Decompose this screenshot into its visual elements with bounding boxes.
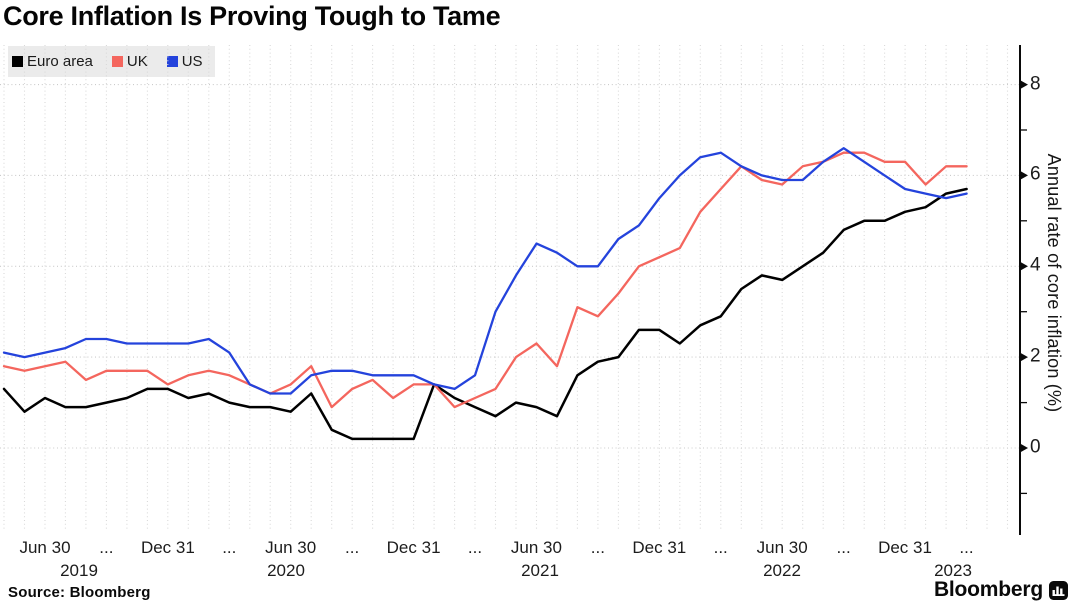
y-axis-tick-label: 4 [1030, 255, 1041, 277]
x-axis-year-label: 2022 [763, 561, 801, 580]
legend-label-uk: UK [126, 53, 148, 70]
x-axis-tick-label: ... [467, 538, 483, 557]
series-line-euro-area [2, 187, 968, 441]
bloomberg-logo-text: Bloomberg [933, 578, 1043, 601]
legend: Euro area UK US [8, 46, 215, 77]
source-note: Source: Bloomberg [8, 584, 151, 601]
legend-swatch-uk [111, 56, 123, 67]
y-axis-tick-label: 2 [1030, 345, 1041, 367]
x-axis-tick-label: Jun 30 [510, 538, 562, 557]
x-axis-tick-label: ... [590, 538, 605, 557]
legend-item-euro-area: Euro area [12, 53, 93, 70]
x-axis-year-label: 2019 [60, 561, 98, 580]
legend-label-euro-area: Euro area [27, 53, 93, 70]
x-axis-tick-label: Jun 30 [19, 538, 71, 557]
legend-swatch-us [166, 56, 178, 67]
x-axis-tick-label: Jun 30 [756, 538, 808, 557]
y-axis-tick-label: 0 [1030, 436, 1041, 458]
x-axis-tick-label: ... [345, 538, 360, 557]
y-axis-title: Annual rate of core inflation (%) [1044, 153, 1064, 413]
x-axis-tick-label: Dec 31 [386, 538, 441, 557]
x-axis-tick-label: Dec 31 [140, 538, 195, 557]
chart-title: Core Inflation Is Proving Tough to Tame [3, 1, 501, 31]
series-line-uk [2, 151, 968, 409]
x-axis-tick-label: ... [99, 538, 114, 557]
bloomberg-terminal-icon [1049, 580, 1068, 600]
x-axis-year-label: 2021 [521, 561, 559, 580]
bloomberg-logo: Bloomberg [934, 578, 1068, 602]
x-axis-tick-label: ... [836, 538, 851, 557]
x-axis-tick-label: ... [222, 538, 237, 557]
legend-item-uk: UK [111, 53, 148, 70]
x-axis-tick-label: ... [713, 538, 728, 557]
x-axis-tick-label: Dec 31 [878, 538, 932, 557]
y-axis-tick-label: 6 [1030, 164, 1041, 186]
x-axis-tick-label: Jun 30 [265, 538, 317, 557]
x-axis-year-label: 2023 [934, 561, 972, 580]
legend-item-us: US [166, 53, 203, 70]
legend-swatch-euro-area [12, 56, 23, 67]
series-line-us [2, 147, 968, 395]
y-axis-tick-label: 8 [1030, 73, 1041, 95]
x-axis-year-label: 2020 [267, 561, 305, 580]
legend-label-us: US [181, 53, 203, 70]
x-axis-tick-label: ... [959, 538, 974, 557]
x-axis-tick-label: Dec 31 [632, 538, 687, 557]
